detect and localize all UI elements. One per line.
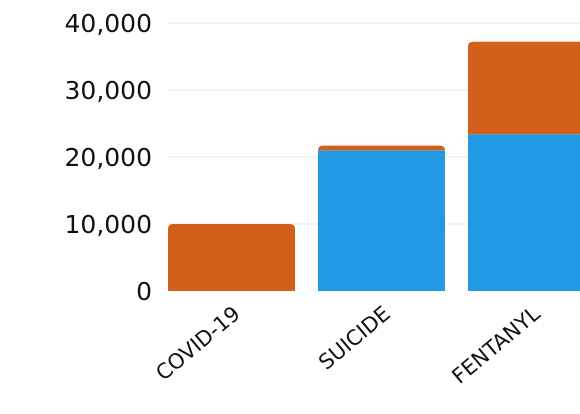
y-tick-label: 30,000 (65, 76, 152, 105)
x-category-label: FENTANYL (447, 301, 545, 388)
x-category-label: SUICIDE (314, 301, 395, 374)
bar-segment-suicide (318, 150, 445, 291)
bars (168, 41, 580, 291)
bar-segment-fentanyl (468, 41, 580, 135)
y-tick-label: 20,000 (65, 143, 152, 172)
y-tick-label: 10,000 (65, 210, 152, 239)
y-tick-label: 0 (136, 277, 152, 306)
bar-segment-suicide (318, 145, 445, 151)
x-axis-category-labels: COVID-19 SUICIDE FENTANYL (151, 301, 545, 388)
bar-segment-fentanyl (468, 134, 580, 291)
y-tick-label: 40,000 (65, 9, 152, 38)
y-axis-tick-labels: 0 10,000 20,000 30,000 40,000 (65, 9, 152, 306)
x-category-label: COVID-19 (151, 301, 244, 385)
bar-segment-covid-19 (168, 224, 295, 291)
